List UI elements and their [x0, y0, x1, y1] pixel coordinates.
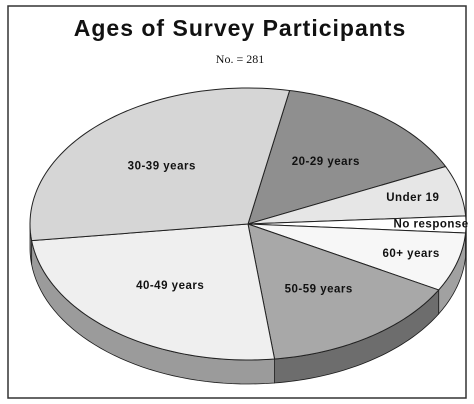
slice-label: 50-59 years: [285, 283, 353, 295]
slice: [247, 215, 467, 234]
slice-label: 60+ years: [382, 248, 439, 260]
slice-label: No response: [394, 218, 469, 230]
frame: [7, 5, 467, 399]
slice: [31, 223, 276, 361]
slice-label: 40-49 years: [136, 280, 204, 292]
slice: [247, 223, 440, 360]
slice-label: 20-29 years: [292, 156, 360, 168]
slice-label: 30-39 years: [128, 160, 196, 172]
slice-side-shade: [438, 233, 466, 314]
slice: [247, 223, 467, 291]
chart-subtitle: No. = 281: [216, 52, 264, 66]
slice: [247, 89, 447, 225]
slice-label: Under 19: [386, 192, 439, 204]
slice-side-shade: [274, 289, 439, 383]
slice: [29, 87, 291, 242]
slice: [247, 165, 467, 225]
chart-title: Ages of Survey Participants: [74, 15, 407, 41]
pie: 20-29 years Under 19 No response 60+ years 5…: [29, 87, 469, 385]
slice-side-shade: [31, 240, 275, 384]
